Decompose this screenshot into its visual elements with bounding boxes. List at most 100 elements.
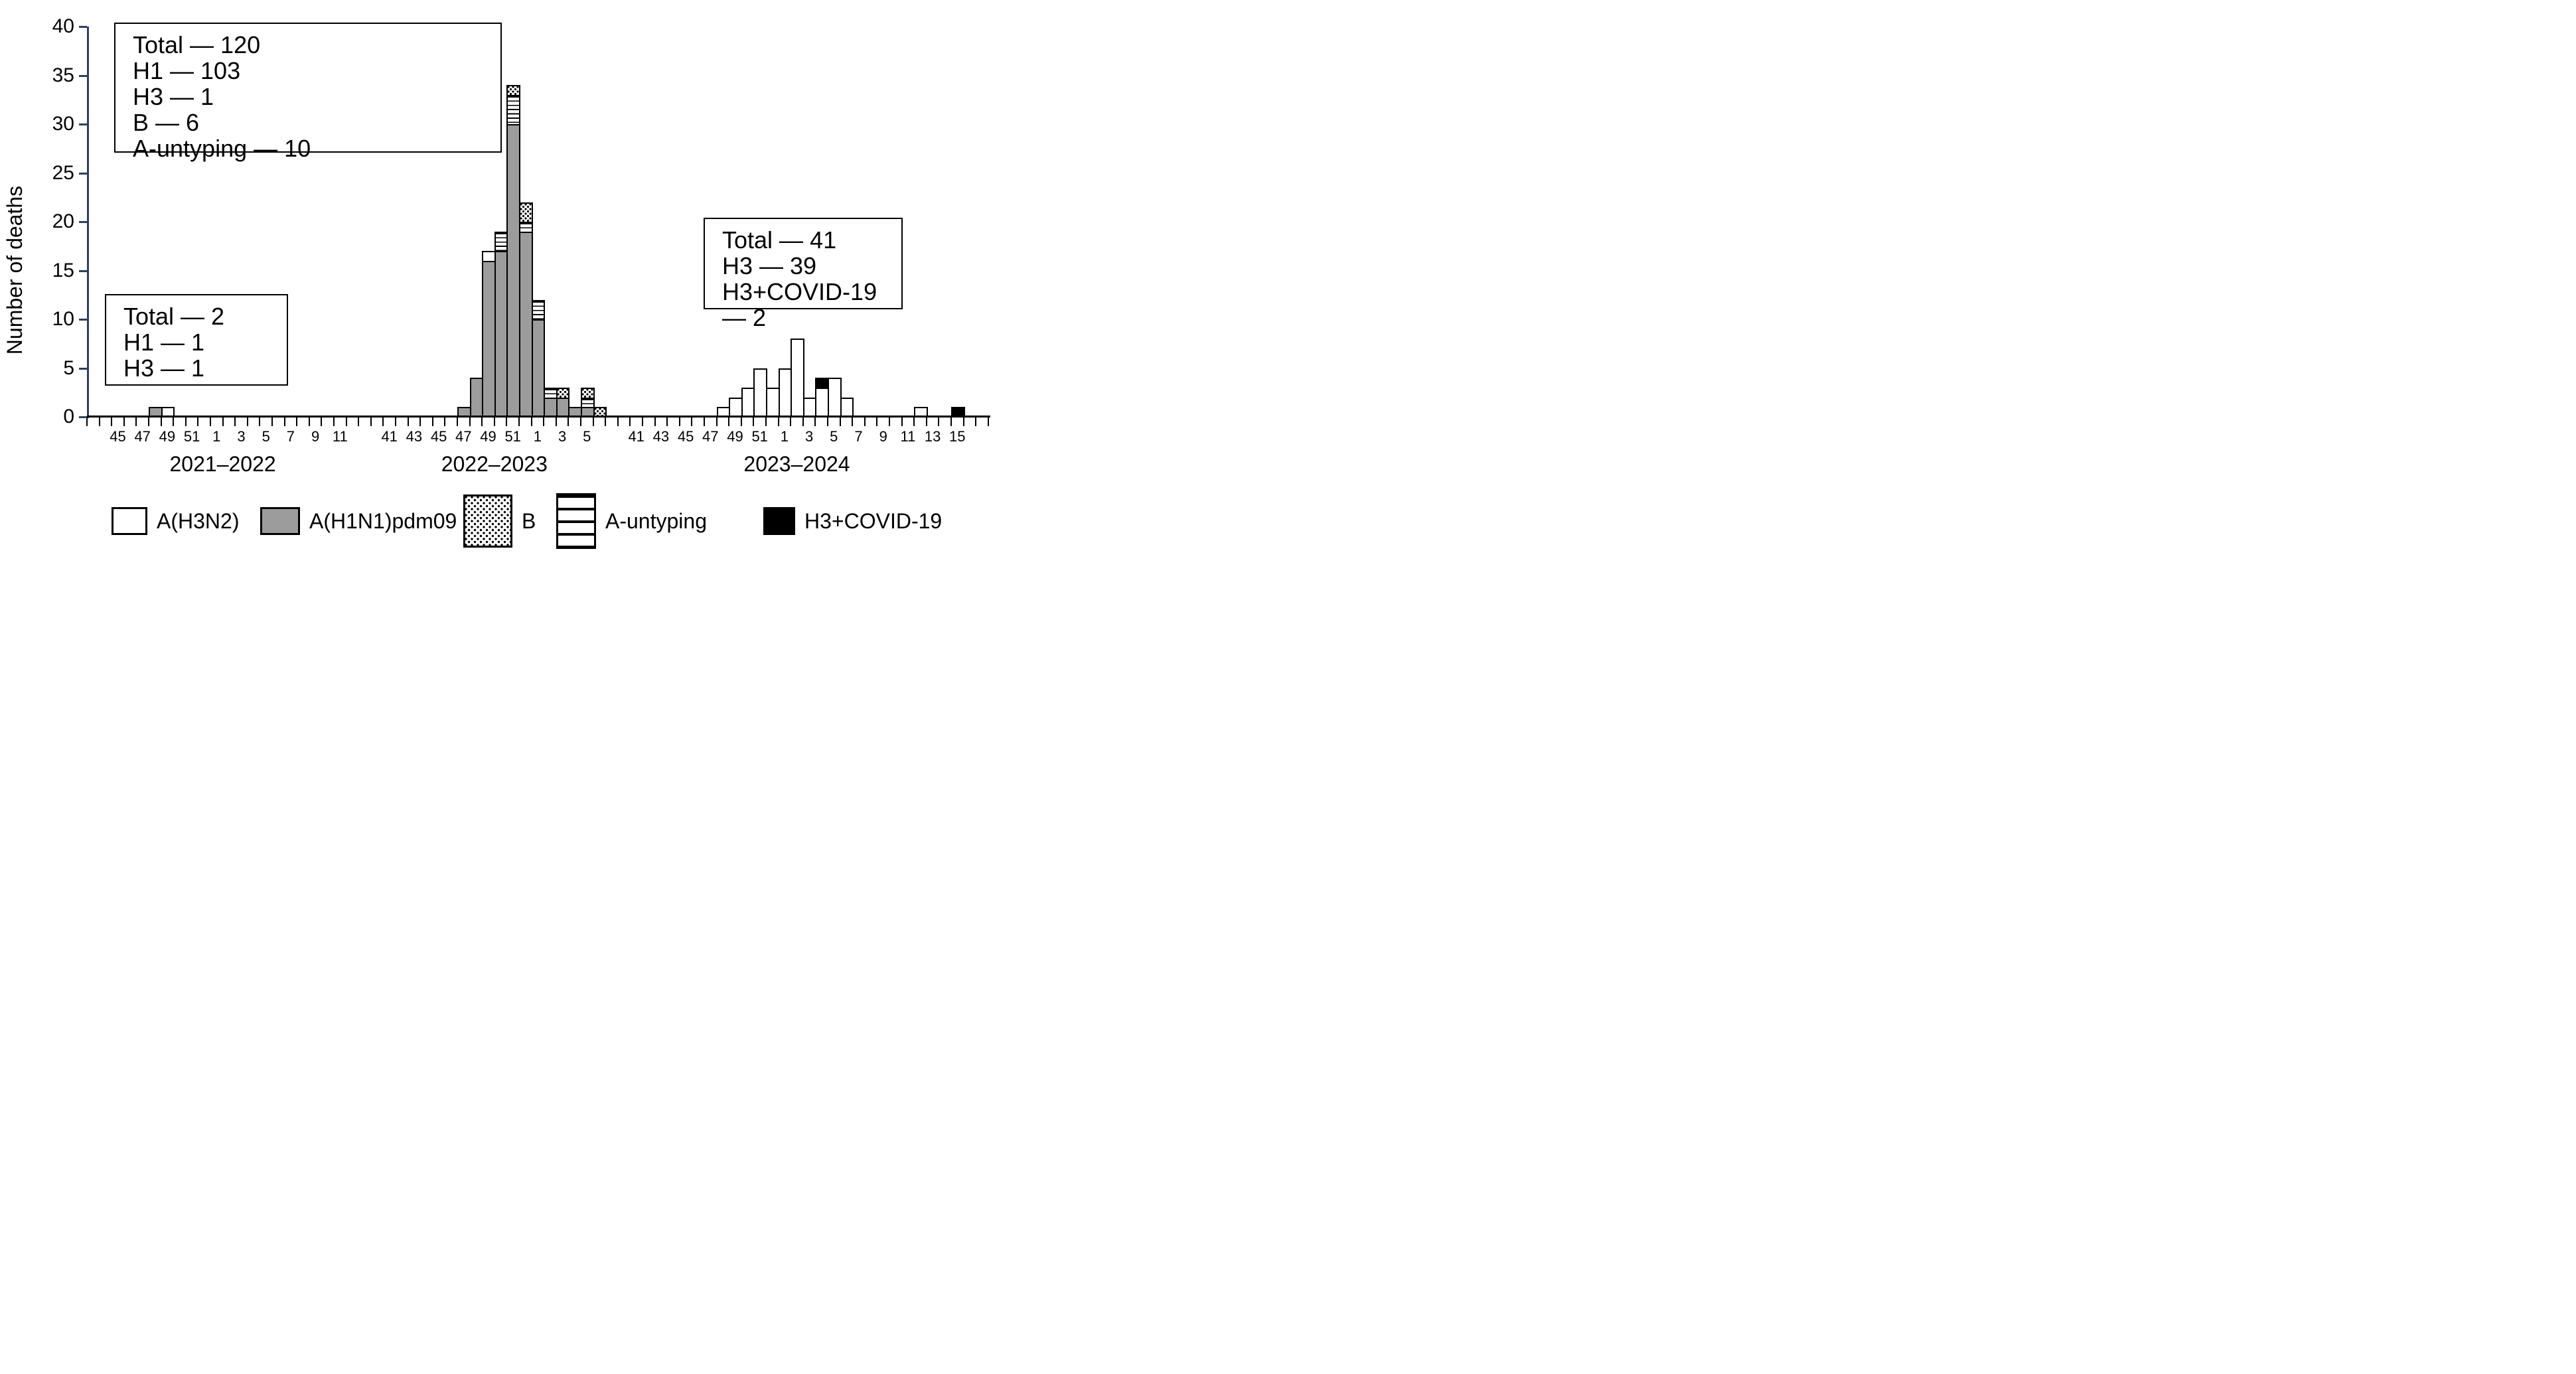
segment-A-untyping	[531, 299, 546, 321]
x-axis-tick	[617, 418, 619, 426]
segment-B	[581, 387, 595, 399]
annotation-line: H1 — 1	[123, 329, 205, 356]
segment-A-untyping	[544, 387, 558, 399]
segment-A(H3N2)	[766, 387, 780, 417]
y-axis-line	[87, 27, 89, 418]
segment-A(H1N1)pdm09	[556, 397, 570, 417]
legend-label-h3-covid: H3+COVID-19	[804, 509, 943, 533]
segment-A(H1N1)pdm09	[568, 407, 582, 417]
x-axis-tick	[197, 418, 199, 426]
x-axis-tick	[185, 418, 187, 426]
x-axis-tick	[457, 418, 458, 426]
segment-A(H3N2)	[716, 407, 731, 417]
x-week-label: 11	[900, 428, 916, 445]
x-axis-tick	[765, 418, 767, 426]
x-week-label: 9	[311, 428, 320, 445]
y-axis-tick	[79, 319, 87, 321]
x-axis-tick	[580, 418, 581, 426]
segment-A-untyping	[494, 231, 508, 253]
x-axis-tick	[802, 418, 804, 426]
bar-2022-2023-week-3	[556, 27, 570, 417]
annotation-line: H3 — 1	[123, 354, 205, 382]
x-week-label: 43	[652, 428, 670, 445]
x-axis-tick	[913, 418, 915, 426]
bar-2021-2022-week-49	[161, 27, 175, 417]
legend-swatch-h1n1-icon	[260, 507, 300, 535]
y-tick-label: 10	[52, 308, 74, 330]
x-axis-tick	[407, 418, 409, 426]
x-axis-tick	[987, 418, 989, 426]
annotation-box-2023-2024: Total — 41 H3 — 39 H3+COVID-19 — 2	[704, 218, 903, 331]
x-axis-tick	[592, 418, 594, 426]
x-axis-tick	[827, 418, 828, 426]
x-axis-tick	[852, 418, 854, 426]
segment-A(H3N2)	[802, 397, 817, 417]
x-week-label: 41	[628, 428, 644, 445]
annotation-line: H3 — 1	[133, 83, 214, 110]
legend-swatch-h3-covid-icon	[763, 507, 795, 535]
bar-2023-2024-week-5	[828, 27, 842, 417]
y-axis-tick	[79, 172, 87, 175]
x-axis-tick	[654, 418, 656, 426]
segment-A(H3N2)	[161, 407, 175, 417]
x-axis-tick	[876, 418, 878, 426]
legend-label-b: B	[522, 509, 536, 533]
x-axis-tick	[358, 418, 360, 426]
y-tick-label: 25	[52, 161, 74, 184]
x-week-label: 47	[455, 428, 472, 445]
y-axis-tick	[79, 367, 87, 370]
legend-swatch-h3n2-icon	[112, 507, 147, 535]
x-axis-tick	[370, 418, 372, 426]
legend-label-h3n2: A(H3N2)	[157, 509, 240, 533]
segment-A(H3N2)	[729, 397, 743, 417]
x-axis-tick	[864, 418, 866, 426]
legend-item-b: B	[463, 493, 536, 550]
x-week-label: 49	[480, 428, 496, 445]
season-label-2021-2022: 2021–2022	[169, 452, 276, 476]
y-tick-label: 5	[63, 356, 74, 379]
x-axis-tick	[925, 418, 927, 426]
x-week-label: 3	[237, 428, 246, 445]
x-week-label: 1	[212, 428, 221, 445]
y-tick-label: 0	[63, 406, 74, 427]
x-axis-tick	[419, 418, 421, 426]
bar-2022-2023-week-50	[494, 27, 508, 417]
x-week-label: 45	[110, 428, 126, 445]
segment-A(H3N2)	[840, 397, 854, 417]
x-week-label: 9	[879, 428, 887, 445]
x-week-label: 41	[381, 428, 398, 445]
y-axis-tick	[79, 221, 87, 223]
x-axis-tick	[691, 418, 693, 426]
segment-A(H1N1)pdm09	[544, 397, 558, 417]
segment-A(H3N2)	[914, 407, 928, 417]
bar-2022-2023-week-1	[531, 27, 546, 417]
segment-A(H1N1)pdm09	[519, 231, 533, 417]
x-axis-tick	[753, 418, 755, 426]
x-axis-tick	[345, 418, 347, 426]
x-week-label: 15	[949, 428, 966, 445]
x-axis-tick	[543, 418, 545, 426]
segment-H3+COVID-19	[815, 378, 829, 389]
x-axis-tick	[296, 418, 298, 426]
annotation-box-2022-2023: Total — 120 H1 — 103 H3 — 1 B — 6 A-unty…	[114, 23, 502, 161]
x-axis-tick	[950, 418, 952, 426]
y-axis-tick	[79, 123, 87, 125]
x-week-label: 3	[558, 428, 567, 445]
x-week-label: 1	[780, 428, 789, 445]
x-axis-tick	[889, 418, 890, 426]
x-axis-tick	[395, 418, 396, 426]
x-axis-tick	[962, 418, 964, 426]
plot-area	[87, 27, 988, 417]
segment-A(H3N2)	[815, 387, 829, 417]
segment-A(H3N2)	[753, 368, 767, 417]
x-week-label: 51	[751, 428, 768, 445]
x-axis-tick	[518, 418, 520, 426]
x-week-label: 5	[583, 428, 591, 445]
x-axis-tick	[728, 418, 730, 426]
annotation-box-2021-2022: Total — 2 H1 — 1 H3 — 1	[105, 294, 288, 386]
bar-2022-2023-week-5	[581, 27, 595, 417]
x-axis-tick	[555, 418, 557, 426]
segment-A(H1N1)pdm09	[457, 407, 471, 417]
x-axis-tick	[246, 418, 248, 426]
segment-A(H1N1)pdm09	[469, 378, 484, 417]
